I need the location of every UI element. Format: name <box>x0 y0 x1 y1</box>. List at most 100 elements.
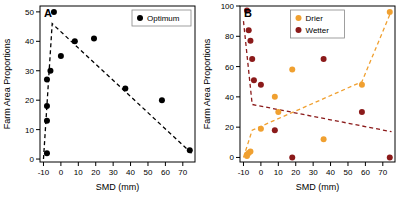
marks <box>243 8 392 161</box>
x-tick <box>78 162 79 166</box>
point <box>187 147 193 153</box>
panel: -10010203040506070020406080100SMD (mm)Fa… <box>202 2 395 192</box>
y-tick-label: 0 <box>230 153 235 162</box>
plot-frame <box>40 6 195 162</box>
point <box>122 85 128 91</box>
x-tick-label: 0 <box>259 168 264 177</box>
y-tick-label: 80 <box>225 32 234 41</box>
x-tick-label: 10 <box>74 168 83 177</box>
point <box>247 148 253 154</box>
x-tick <box>147 162 148 166</box>
legend-label: Wetter <box>306 26 330 35</box>
plot-frame <box>240 6 395 162</box>
marks <box>43 9 192 159</box>
panel: -1001020304050607001020304050SMD (mm)Far… <box>2 6 195 192</box>
point <box>47 68 53 74</box>
y-tick <box>36 11 40 12</box>
point <box>249 56 255 62</box>
point <box>321 136 327 142</box>
x-tick <box>365 162 366 166</box>
x-tick-label: 70 <box>178 168 187 177</box>
x-tick-label: 20 <box>291 168 300 177</box>
x-tick-label: 60 <box>161 168 170 177</box>
point <box>275 109 281 115</box>
x-tick <box>43 162 44 166</box>
point <box>321 56 327 62</box>
point <box>258 126 264 132</box>
point <box>272 127 278 133</box>
trend-line <box>243 11 391 158</box>
y-tick <box>236 96 240 97</box>
y-tick <box>236 157 240 158</box>
y-tick-label: 60 <box>225 63 234 72</box>
x-tick <box>130 162 131 166</box>
x-tick <box>95 162 96 166</box>
y-tick-label: 0 <box>30 155 35 164</box>
point <box>44 118 50 124</box>
y-tick-label: 50 <box>25 8 34 17</box>
x-tick <box>165 162 166 166</box>
point <box>359 82 365 88</box>
x-tick <box>347 162 348 166</box>
x-tick-label: 40 <box>126 168 135 177</box>
legend: Optimum <box>132 10 191 26</box>
figure: -1001020304050607001020304050SMD (mm)Far… <box>0 0 400 197</box>
point <box>289 67 295 73</box>
legend-swatch <box>296 15 302 21</box>
legend-swatch <box>137 15 143 21</box>
y-tick <box>236 6 240 7</box>
x-tick-label: 50 <box>144 168 153 177</box>
y-tick-label: 40 <box>225 93 234 102</box>
y-tick-label: 10 <box>25 126 34 135</box>
x-tick <box>313 162 314 166</box>
x-tick-label: 50 <box>344 168 353 177</box>
y-tick-label: 20 <box>25 96 34 105</box>
y-tick-label: 20 <box>225 123 234 132</box>
y-tick-label: 100 <box>221 2 235 11</box>
legend-swatch <box>296 27 302 33</box>
point <box>272 94 278 100</box>
x-tick-label: 70 <box>378 168 387 177</box>
legend: Drier Wetter <box>291 10 345 38</box>
point <box>72 38 78 44</box>
point <box>58 53 64 59</box>
x-tick-label: 10 <box>274 168 283 177</box>
legend-box <box>132 10 191 26</box>
x-tick <box>243 162 244 166</box>
x-tick <box>182 162 183 166</box>
point <box>247 38 253 44</box>
y-tick-label: 30 <box>25 67 34 76</box>
point <box>387 9 393 15</box>
x-tick-label: 0 <box>59 168 64 177</box>
point <box>44 77 50 83</box>
x-tick-label: -10 <box>38 168 50 177</box>
legend-box <box>291 10 345 38</box>
y-tick <box>36 100 40 101</box>
x-tick <box>60 162 61 166</box>
x-tick-label: 60 <box>361 168 370 177</box>
x-tick-label: -10 <box>238 168 250 177</box>
point <box>289 154 295 160</box>
point <box>251 77 257 83</box>
x-tick-label: 30 <box>309 168 318 177</box>
trend-line <box>43 24 191 159</box>
y-tick <box>36 159 40 160</box>
point <box>246 27 252 33</box>
x-tick <box>113 162 114 166</box>
x-tick <box>278 162 279 166</box>
point <box>44 150 50 156</box>
point <box>387 154 393 160</box>
y-tick <box>236 36 240 37</box>
y-tick <box>236 127 240 128</box>
x-tick-label: 30 <box>109 168 118 177</box>
y-axis-label: Farm Area Proportions <box>2 38 12 129</box>
y-tick <box>36 129 40 130</box>
y-tick <box>36 70 40 71</box>
panel-title: B <box>244 7 252 19</box>
x-tick <box>382 162 383 166</box>
y-tick-label: 40 <box>25 37 34 46</box>
x-tick <box>295 162 296 166</box>
y-axis-label: Farm Area Proportions <box>202 38 212 129</box>
x-axis-label: SMD (mm) <box>296 182 340 192</box>
legend-label: Drier <box>306 14 324 23</box>
